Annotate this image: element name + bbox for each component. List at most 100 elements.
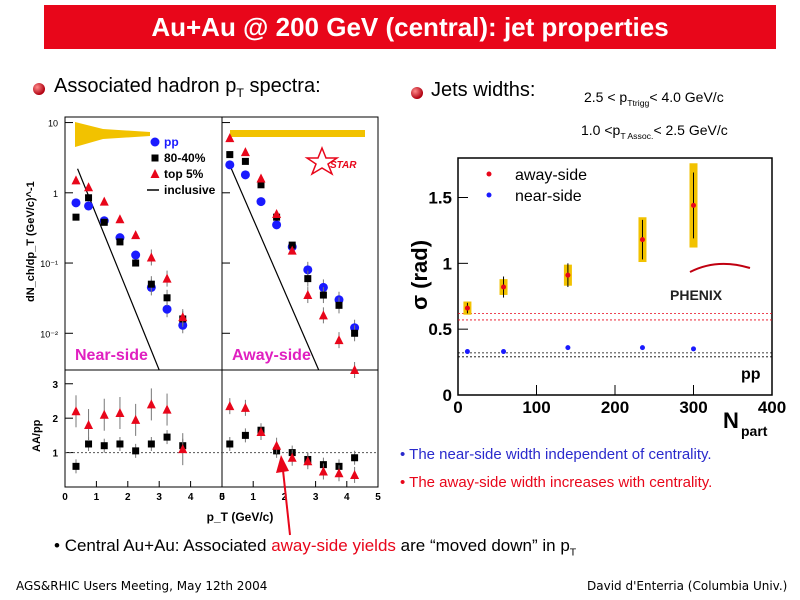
- x-axis-label: p_T (GeV/c): [207, 510, 274, 524]
- y-tick-label: 1.5: [428, 189, 452, 208]
- data-point-80-40%: [72, 213, 80, 221]
- away-point: [691, 202, 696, 208]
- data-point-top 5%: [240, 147, 250, 157]
- ratio-point-top 5%: [71, 406, 81, 416]
- panel-label: Away-side: [232, 347, 311, 364]
- assoc-cut: 1.0 <pT Assoc.< 2.5 GeV/c: [581, 122, 728, 141]
- data-point-top 5%: [131, 230, 141, 240]
- legend-marker: [486, 192, 492, 198]
- ratio-point-top 5%: [303, 456, 313, 466]
- near-point: [639, 345, 645, 351]
- data-point-top 5%: [84, 182, 94, 192]
- legend-marker: [150, 169, 160, 178]
- data-point-pp: [162, 304, 172, 314]
- near-point: [565, 345, 571, 351]
- data-point-top 5%: [303, 290, 313, 300]
- ratio-point-80-40%: [132, 447, 140, 455]
- ratio-point-top 5%: [131, 414, 141, 424]
- away-point: [464, 305, 470, 311]
- x-tick-label: 1: [250, 492, 256, 503]
- ratio-axis-label: AA/pp: [31, 419, 43, 452]
- legend-label: inclusive: [164, 183, 216, 197]
- data-point-pp: [303, 265, 313, 275]
- x-tick-label: 5: [219, 492, 225, 503]
- star-logo-icon: [304, 145, 340, 176]
- data-point-80-40%: [335, 301, 343, 309]
- data-point-top 5%: [256, 173, 266, 183]
- y-axis-label: σ (rad): [407, 240, 432, 310]
- data-point-top 5%: [115, 214, 125, 224]
- right-heading: Jets widths:: [431, 79, 536, 101]
- ratio-point-top 5%: [178, 444, 188, 454]
- data-point-top 5%: [287, 245, 297, 255]
- legend-label: pp: [164, 135, 179, 149]
- data-point-80-40%: [257, 181, 265, 189]
- data-point-80-40%: [319, 291, 327, 299]
- x-tick-label: 100: [522, 398, 550, 417]
- data-point-pp: [131, 250, 141, 260]
- legend-label: away-side: [515, 167, 587, 184]
- inclusive-line: [230, 168, 320, 371]
- note-near: • The near-side width independent of cen…: [400, 446, 712, 463]
- legend-marker: [486, 171, 492, 177]
- data-point-80-40%: [226, 151, 234, 159]
- note-away: • The away-side width increases with cen…: [400, 474, 713, 491]
- star-logo-text: STAR: [330, 160, 357, 171]
- left-heading: Associated hadron pT spectra:: [54, 75, 321, 100]
- away-point: [565, 272, 571, 278]
- y-tick-label: 10: [48, 119, 58, 129]
- ratio-point-top 5%: [272, 440, 282, 450]
- footer-meeting: AGS&RHIC Users Meeting, May 12th 2004: [16, 579, 268, 593]
- away-point: [639, 237, 645, 243]
- y-axis-label: dN_ch/dp_T (GeV/c)^-1: [25, 181, 37, 302]
- footer-author: David d'Enterria (Columbia Univ.): [587, 579, 788, 593]
- data-point-pp: [256, 197, 266, 207]
- y-tick-label: 1: [53, 189, 58, 199]
- y-tick-label: 0.5: [428, 320, 452, 339]
- data-point-pp: [71, 198, 81, 208]
- data-point-top 5%: [178, 312, 188, 322]
- data-point-top 5%: [272, 208, 282, 218]
- data-point-80-40%: [288, 241, 296, 249]
- data-point-top 5%: [318, 310, 328, 320]
- bullet-icon: [33, 83, 45, 95]
- x-tick-label: 1: [94, 492, 100, 503]
- legend-marker: [151, 154, 159, 162]
- ratio-point-top 5%: [115, 408, 125, 418]
- x-tick-label: 0: [453, 398, 462, 417]
- data-point-top 5%: [225, 133, 235, 143]
- away-point: [501, 284, 507, 290]
- ratio-point-top 5%: [84, 420, 94, 430]
- data-point-pp: [84, 201, 94, 211]
- ratio-point-80-40%: [72, 462, 80, 470]
- data-point-top 5%: [99, 196, 109, 206]
- data-point-80-40%: [163, 294, 171, 302]
- data-point-pp: [240, 170, 250, 180]
- y-tick-label: 0: [443, 386, 452, 405]
- data-point-80-40%: [351, 329, 359, 337]
- x-tick-label: 3: [156, 492, 162, 503]
- ratio-point-top 5%: [162, 404, 172, 414]
- data-point-80-40%: [304, 275, 312, 283]
- data-point-top 5%: [162, 273, 172, 283]
- ratio-point-top 5%: [350, 469, 360, 479]
- norm-band: [230, 130, 365, 137]
- data-point-80-40%: [85, 194, 93, 202]
- data-point-top 5%: [71, 175, 81, 185]
- x-axis-label: N: [723, 408, 739, 433]
- x-tick-label: 400: [758, 398, 786, 417]
- phenix-logo-text: PHENIX: [670, 287, 723, 303]
- data-point-pp: [272, 220, 282, 230]
- slide-title: Au+Au @ 200 GeV (central): jet propertie…: [44, 5, 776, 49]
- legend-label: 80-40%: [164, 151, 206, 165]
- y-tick-label: 10⁻¹: [40, 259, 58, 269]
- data-point-80-40%: [132, 259, 140, 267]
- x-tick-label: 0: [62, 492, 68, 503]
- y-tick-label: 10⁻²: [40, 329, 58, 339]
- ratio-point-top 5%: [334, 468, 344, 478]
- ratio-point-80-40%: [163, 433, 171, 441]
- ratio-point-top 5%: [146, 399, 156, 409]
- ratio-point-top 5%: [287, 452, 297, 462]
- norm-band: [75, 122, 150, 147]
- ratio-point-80-40%: [226, 440, 234, 448]
